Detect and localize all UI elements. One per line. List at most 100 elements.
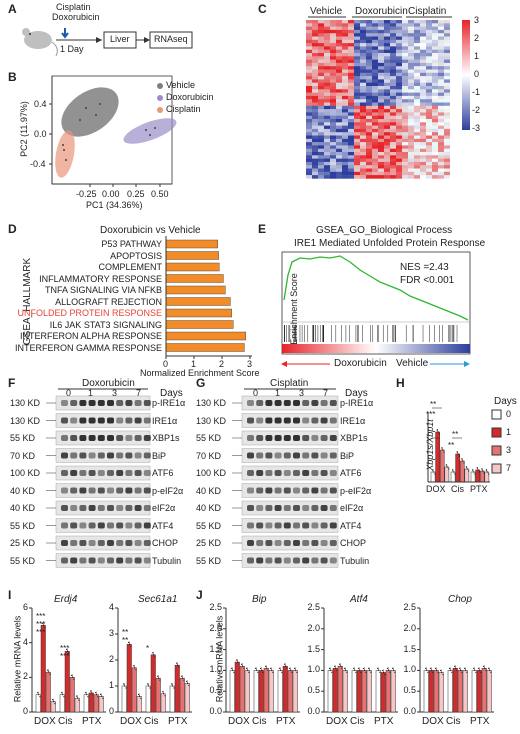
- heatmap-cell: [402, 92, 408, 97]
- heatmap-cell: [366, 119, 372, 123]
- heatmap-cell: [378, 56, 384, 60]
- blot-band: [88, 522, 96, 529]
- heatmap-cell: [432, 33, 438, 37]
- heatmap-cell: [390, 145, 396, 149]
- heatmap-cell: [372, 89, 378, 93]
- blot-band: [88, 400, 96, 406]
- data-point: [264, 665, 267, 667]
- heatmap-cell: [342, 33, 348, 37]
- blot-band: [311, 435, 319, 441]
- heatmap-cell: [384, 119, 390, 123]
- data-point: [43, 624, 45, 626]
- blot-band: [125, 557, 133, 564]
- heatmap-cell: [360, 102, 366, 107]
- heatmap-cell: [312, 66, 318, 70]
- data-point: [146, 683, 149, 685]
- heatmap-cell: [426, 155, 432, 159]
- heatmap-cell: [426, 49, 432, 54]
- heatmap-cell: [330, 125, 336, 130]
- heatmap-cell: [384, 109, 390, 113]
- heatmap-cell: [318, 53, 324, 57]
- data-point: [101, 695, 103, 698]
- heatmap-cell: [372, 158, 378, 163]
- i-significance-marker: ***: [36, 628, 46, 637]
- heatmap-cell: [438, 26, 444, 31]
- heatmap-cell: [420, 86, 426, 90]
- data-point: [462, 460, 464, 462]
- heatmap-cell: [324, 23, 330, 27]
- blot-protein-label: p-IRE1α: [152, 398, 186, 408]
- heatmap-cell: [306, 132, 312, 136]
- blot-band: [293, 540, 300, 546]
- heatmap-cell: [426, 59, 432, 64]
- heatmap-cell: [438, 122, 444, 126]
- bar: [337, 665, 343, 713]
- heatmap-cell: [426, 168, 432, 173]
- cbar-tick-3: 3: [474, 15, 480, 25]
- i-gene-erdj4: Erdj4: [54, 594, 78, 605]
- heatmap-cell: [348, 59, 354, 64]
- data-point: [278, 667, 281, 670]
- heatmap-cell: [396, 112, 402, 116]
- heatmap-cell: [318, 39, 324, 44]
- heatmap-cell: [366, 56, 372, 60]
- data-point: [266, 667, 268, 669]
- heatmap-cell: [360, 23, 366, 27]
- heatmap-cell: [420, 29, 426, 34]
- heatmap-cell: [444, 109, 450, 113]
- heatmap-cell: [438, 115, 444, 120]
- blot-protein-label: IRE1α: [152, 415, 178, 426]
- heatmap-cell: [390, 29, 396, 34]
- heatmap-cell: [324, 102, 330, 107]
- data-point: [468, 470, 470, 472]
- heatmap-cell: [438, 79, 444, 83]
- heatmap-cell: [390, 49, 396, 54]
- heatmap-cell: [396, 132, 402, 136]
- heatmap-cell: [372, 152, 378, 156]
- heatmap-cell: [396, 72, 402, 77]
- heatmap-cell: [426, 82, 432, 87]
- heatmap-cell: [306, 171, 312, 176]
- heatmap-cell: [432, 175, 438, 179]
- heatmap-cell: [432, 142, 438, 146]
- blot-band: [329, 470, 337, 476]
- heatmap-cell: [366, 158, 372, 163]
- heatmap-cell: [348, 138, 354, 143]
- heatmap-cell: [378, 155, 384, 159]
- heatmap-cell: [342, 119, 348, 123]
- heatmap-cell: [408, 122, 414, 126]
- heatmap-cell: [330, 119, 336, 123]
- heatmap-cell: [336, 46, 342, 50]
- heatmap-cell: [336, 102, 342, 107]
- heatmap-cell: [444, 161, 450, 166]
- data-point: [340, 665, 342, 667]
- blot-protein-label: p-eIF2α: [152, 485, 184, 496]
- heatmap-cell: [312, 155, 318, 159]
- heatmap-cell: [306, 95, 312, 100]
- heatmap-cell: [396, 89, 402, 93]
- data-point: [485, 469, 487, 471]
- blot-band: [61, 400, 68, 406]
- step-rnaseq: RNAseq: [154, 34, 188, 44]
- heatmap-cell: [414, 152, 420, 156]
- heatmap-cell: [426, 125, 432, 130]
- bar: [476, 670, 482, 713]
- heatmap-cell: [396, 39, 402, 44]
- heatmap-cell: [318, 125, 324, 130]
- data-point: [286, 667, 288, 669]
- heatmap-cell: [306, 26, 312, 31]
- heatmap-cell: [426, 36, 432, 41]
- heatmap-cell: [378, 86, 384, 90]
- i-significance-marker: ***: [36, 612, 46, 621]
- blot-band: [79, 417, 87, 424]
- data-point: [283, 663, 286, 665]
- heatmap-cell: [312, 128, 318, 133]
- heatmap-cell: [414, 142, 420, 146]
- heatmap-cell: [420, 76, 426, 80]
- heatmap-cell: [384, 23, 390, 27]
- heatmap-cell: [378, 109, 384, 113]
- data-point: [367, 667, 370, 670]
- heatmap-cell: [384, 29, 390, 34]
- panel-letter-e: E: [258, 222, 267, 236]
- heatmap-cell: [360, 115, 366, 120]
